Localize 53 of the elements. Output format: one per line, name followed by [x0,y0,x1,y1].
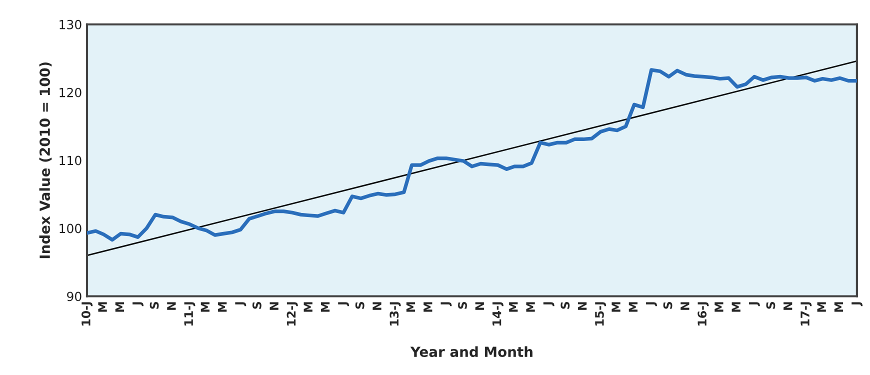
y-tick-label: 100 [60,224,82,234]
y-axis-title: Index Value (2010 = 100) [39,62,52,258]
x-tick-label: M [200,302,210,312]
x-axis-title: Year and Month [410,346,532,358]
x-tick-label: 15-J [595,302,606,326]
x-tick-label: J [440,302,452,306]
x-tick-label: M [714,302,724,312]
x-tick-label: M [304,302,312,312]
x-tick-label: M [628,302,638,312]
x-tick-label: 10-J [81,302,93,326]
y-tick-label: 120 [60,88,82,98]
x-tick-label: 11-J [184,302,196,326]
y-tick-label: 110 [60,156,82,166]
x-tick-label: J [543,302,554,306]
x-tick-label: S [560,302,570,309]
x-tick-label: S [458,302,467,309]
x-tick-label: 17-J [800,302,812,326]
x-tick-label: M [612,302,620,312]
x-tick-label: J [132,302,144,306]
x-tick-label: J [235,302,246,306]
x-tick-label: S [663,302,672,309]
x-tick-label: N [270,302,278,310]
x-tick-label: 12-J [286,302,298,326]
x-tick-label: N [784,302,792,310]
x-tick-label: S [252,302,262,309]
x-tick-label: N [372,302,382,310]
x-tick-label: M [526,302,535,312]
x-tick-label: M [406,302,416,312]
x-tick-label: M [218,302,227,312]
x-tick-label: 16-J [698,302,709,326]
x-tick-label: M [424,302,432,312]
x-tick-label: N [167,302,176,310]
x-tick-label: M [817,302,826,312]
y-tick-label: 90 [67,292,82,302]
x-tick-label: 13-J [390,302,401,326]
x-tick-label: M [834,302,844,312]
x-tick-label: 14-J [492,302,504,326]
y-tick-label: 130 [60,20,82,30]
x-tick-label: M [509,302,518,312]
x-tick-label: M [115,302,124,312]
x-tick-label: M [320,302,330,312]
x-tick-label: M [98,302,107,312]
x-tick-label: N [578,302,587,310]
x-tick-label: N [475,302,484,310]
x-tick-label: S [150,302,159,309]
x-tick-label: M [732,302,740,312]
x-tick-label: J [852,302,863,306]
x-tick-label: N [680,302,690,310]
x-tick-label: S [355,302,364,309]
x-tick-label: J [748,302,760,306]
x-tick-label: J [646,302,658,306]
x-tick-label: S [766,302,776,309]
x-tick-label: J [338,302,350,306]
